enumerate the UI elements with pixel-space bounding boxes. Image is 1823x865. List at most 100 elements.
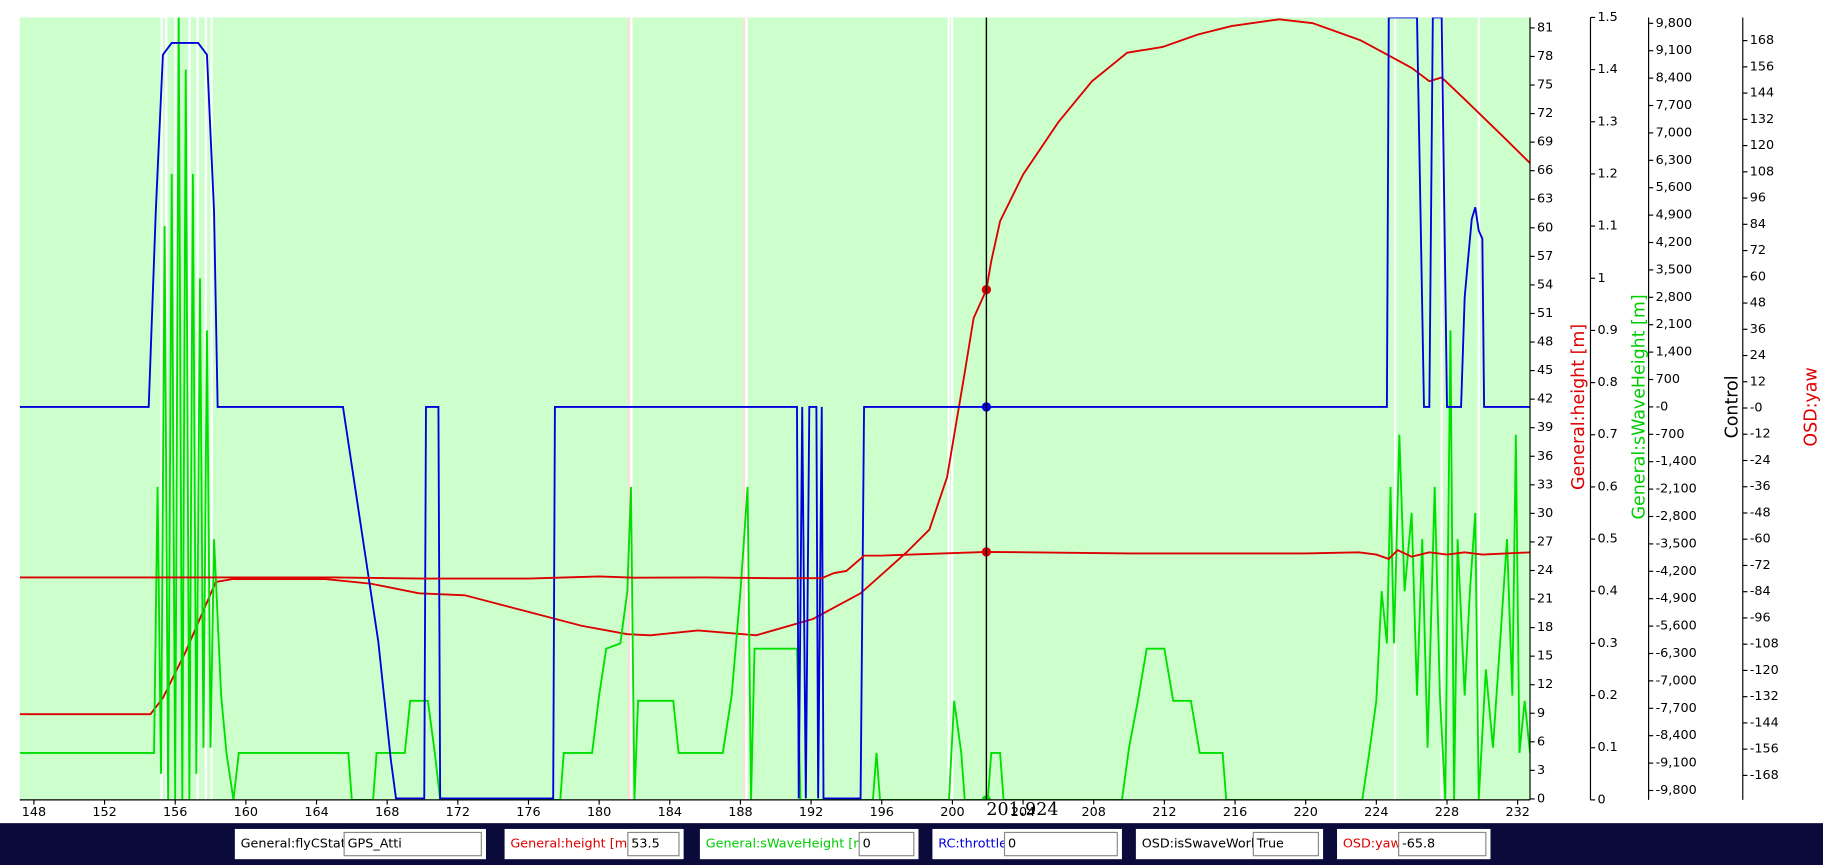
series-line [19,18,1531,716]
y4-tick-label: -72 [1750,558,1771,573]
y3-tick-label: -8,400 [1656,728,1697,743]
y-tick-label: 51 [1537,306,1553,321]
y-tick-label: 63 [1537,192,1553,207]
x-tick-label: 168 [375,805,399,820]
y3-tick-label: -3,500 [1656,536,1697,551]
y-tick-label: 48 [1537,335,1553,350]
x-tick-label: 160 [234,805,258,820]
series-line [19,17,1531,800]
y4-tick-label: -108 [1750,637,1779,652]
y-tick-label: 75 [1537,78,1553,93]
y4-tick-label: 60 [1750,269,1766,284]
y-tick-label: 33 [1537,477,1553,492]
y-tick-label: 15 [1537,649,1553,664]
cursor-label: 201.924 [986,800,1058,820]
y-tick-label: 21 [1537,592,1553,607]
readout-value: -65.8 [1402,837,1435,852]
y2-tick-label: 1.2 [1597,166,1617,181]
x-tick-label: 232 [1505,805,1529,820]
readout-value: GPS_Atti [348,837,402,852]
y-tick-label: 42 [1537,392,1553,407]
y3-tick-label: -4,200 [1656,564,1697,579]
y4-tick-label: 108 [1750,164,1774,179]
y3-axis-title: Control [1722,375,1742,438]
y2-tick-label: 0.3 [1597,636,1617,651]
y-tick-label: 39 [1537,420,1553,435]
y-tick-label: 30 [1537,506,1553,521]
y2-tick-label: 1.1 [1597,219,1617,234]
x-tick-label: 188 [728,805,752,820]
readout-label: RC:throttle [938,837,1007,852]
y-tick-label: 45 [1537,363,1553,378]
y4-tick-label: 132 [1750,112,1774,127]
y2-tick-label: 0.8 [1597,375,1617,390]
y2-tick-label: 0.5 [1597,532,1617,547]
y3-tick-label: 2,100 [1656,317,1693,332]
x-tick-label: 176 [516,805,540,820]
readout-label: General:height [m] [510,837,632,852]
y-tick-label: 3 [1537,763,1545,778]
y4-tick-label: 156 [1750,59,1774,74]
x-tick-label: 212 [1152,805,1176,820]
y4-tick-label: 168 [1750,33,1774,48]
x-tick-label: 172 [446,805,470,820]
y-tick-label: 72 [1537,106,1553,121]
y4-tick-label: -36 [1750,479,1771,494]
y4-tick-label: -144 [1750,715,1779,730]
y3-tick-label: -7,000 [1656,673,1697,688]
y4-tick-label: 120 [1750,138,1774,153]
y2-axis-title: General:sWaveHeight [m] [1629,294,1649,519]
y2-tick-label: 0.2 [1597,688,1617,703]
readout-value: 0 [863,837,871,852]
y-tick-label: 54 [1537,277,1553,292]
x-tick-label: 152 [92,805,116,820]
y4-axis-title: OSD:yaw [1801,367,1821,446]
x-tick-label: 180 [587,805,611,820]
y-tick-label: 6 [1537,734,1545,749]
y3-tick-label: -1,400 [1656,454,1697,469]
readout-label: OSD:yaw [1343,837,1401,852]
y3-tick-label: 7,000 [1656,125,1693,140]
y-tick-label: 78 [1537,49,1553,64]
plot-area [19,17,1531,800]
y2-tick-label: 0.4 [1597,584,1617,599]
y4-tick-label: -12 [1750,427,1771,442]
y-tick-label: 60 [1537,220,1553,235]
y-tick-label: 24 [1537,563,1553,578]
y4-tick-label: -156 [1750,742,1779,757]
y4-tick-label: 96 [1750,191,1766,206]
y3-tick-label: -0 [1656,399,1669,414]
y-tick-label: 81 [1537,20,1553,35]
y4-tick-label: 12 [1750,374,1766,389]
y2-tick-label: 1.4 [1597,62,1617,77]
y4-tick-label: 84 [1750,217,1766,232]
y4-tick-label: 24 [1750,348,1766,363]
y3-tick-label: -4,900 [1656,591,1697,606]
x-tick-label: 208 [1082,805,1106,820]
y3-tick-label: 4,200 [1656,235,1693,250]
y4-tick-label: -84 [1750,584,1771,599]
y2-tick-label: 0.7 [1597,427,1617,442]
y3-tick-label: -2,800 [1656,509,1697,524]
y2-tick-label: 1 [1597,271,1605,286]
y3-tick-label: 5,600 [1656,180,1693,195]
y3-tick-label: 1,400 [1656,345,1693,360]
x-tick-label: 184 [658,805,682,820]
x-tick-label: 228 [1435,805,1459,820]
y-tick-label: 69 [1537,135,1553,150]
y4-tick-label: -0 [1750,401,1763,416]
y4-tick-label: -132 [1750,689,1779,704]
readout-label: General:flyCState [241,837,354,852]
series-line [19,17,1531,800]
y3-tick-label: 9,100 [1656,43,1693,58]
x-tick-label: 220 [1294,805,1318,820]
readout-value: 0 [1008,837,1016,852]
y3-tick-label: -9,100 [1656,756,1697,771]
y4-tick-label: 144 [1750,86,1774,101]
y3-tick-label: 4,900 [1656,208,1693,223]
y-tick-label: 9 [1537,706,1545,721]
y3-tick-label: -700 [1656,427,1685,442]
x-tick-label: 164 [304,805,328,820]
y4-tick-label: -168 [1750,768,1779,783]
y2-tick-label: 0.1 [1597,740,1617,755]
